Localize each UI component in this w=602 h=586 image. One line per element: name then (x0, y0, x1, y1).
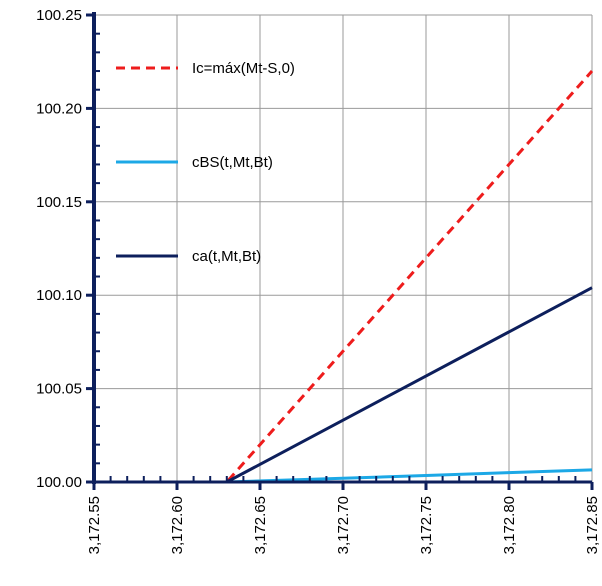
x-tick-label: 3,172.60 (169, 496, 186, 554)
y-tick-label: 100.20 (36, 100, 82, 117)
axes (86, 12, 594, 490)
x-tick-label: 3,172.85 (584, 496, 601, 554)
x-tick-label: 3,172.80 (501, 496, 518, 554)
legend: Ic=máx(Mt-S,0) cBS(t,Mt,Bt) ca(t,Mt,Bt) (116, 60, 295, 265)
x-tick-label: 3,172.65 (252, 496, 269, 554)
legend-label-3: ca(t,Mt,Bt) (192, 248, 261, 265)
x-tick-label: 3,172.55 (86, 496, 103, 554)
y-tick-label: 100.10 (36, 287, 82, 304)
x-tick-label: 3,172.70 (335, 496, 352, 554)
y-tick-label: 100.15 (36, 194, 82, 211)
y-tick-label: 100.00 (36, 474, 82, 491)
y-tick-label: 100.25 (36, 7, 82, 24)
y-tick-label: 100.05 (36, 381, 82, 398)
x-tick-label: 3,172.75 (418, 496, 435, 554)
series-line-1 (94, 70, 594, 484)
legend-label-2: cBS(t,Mt,Bt) (192, 154, 273, 171)
legend-label-1: Ic=máx(Mt-S,0) (192, 60, 295, 77)
tick-labels: 100.00 100.05 100.10 100.15 100.20 100.25 3,17… (36, 7, 601, 554)
grid (93, 14, 593, 483)
